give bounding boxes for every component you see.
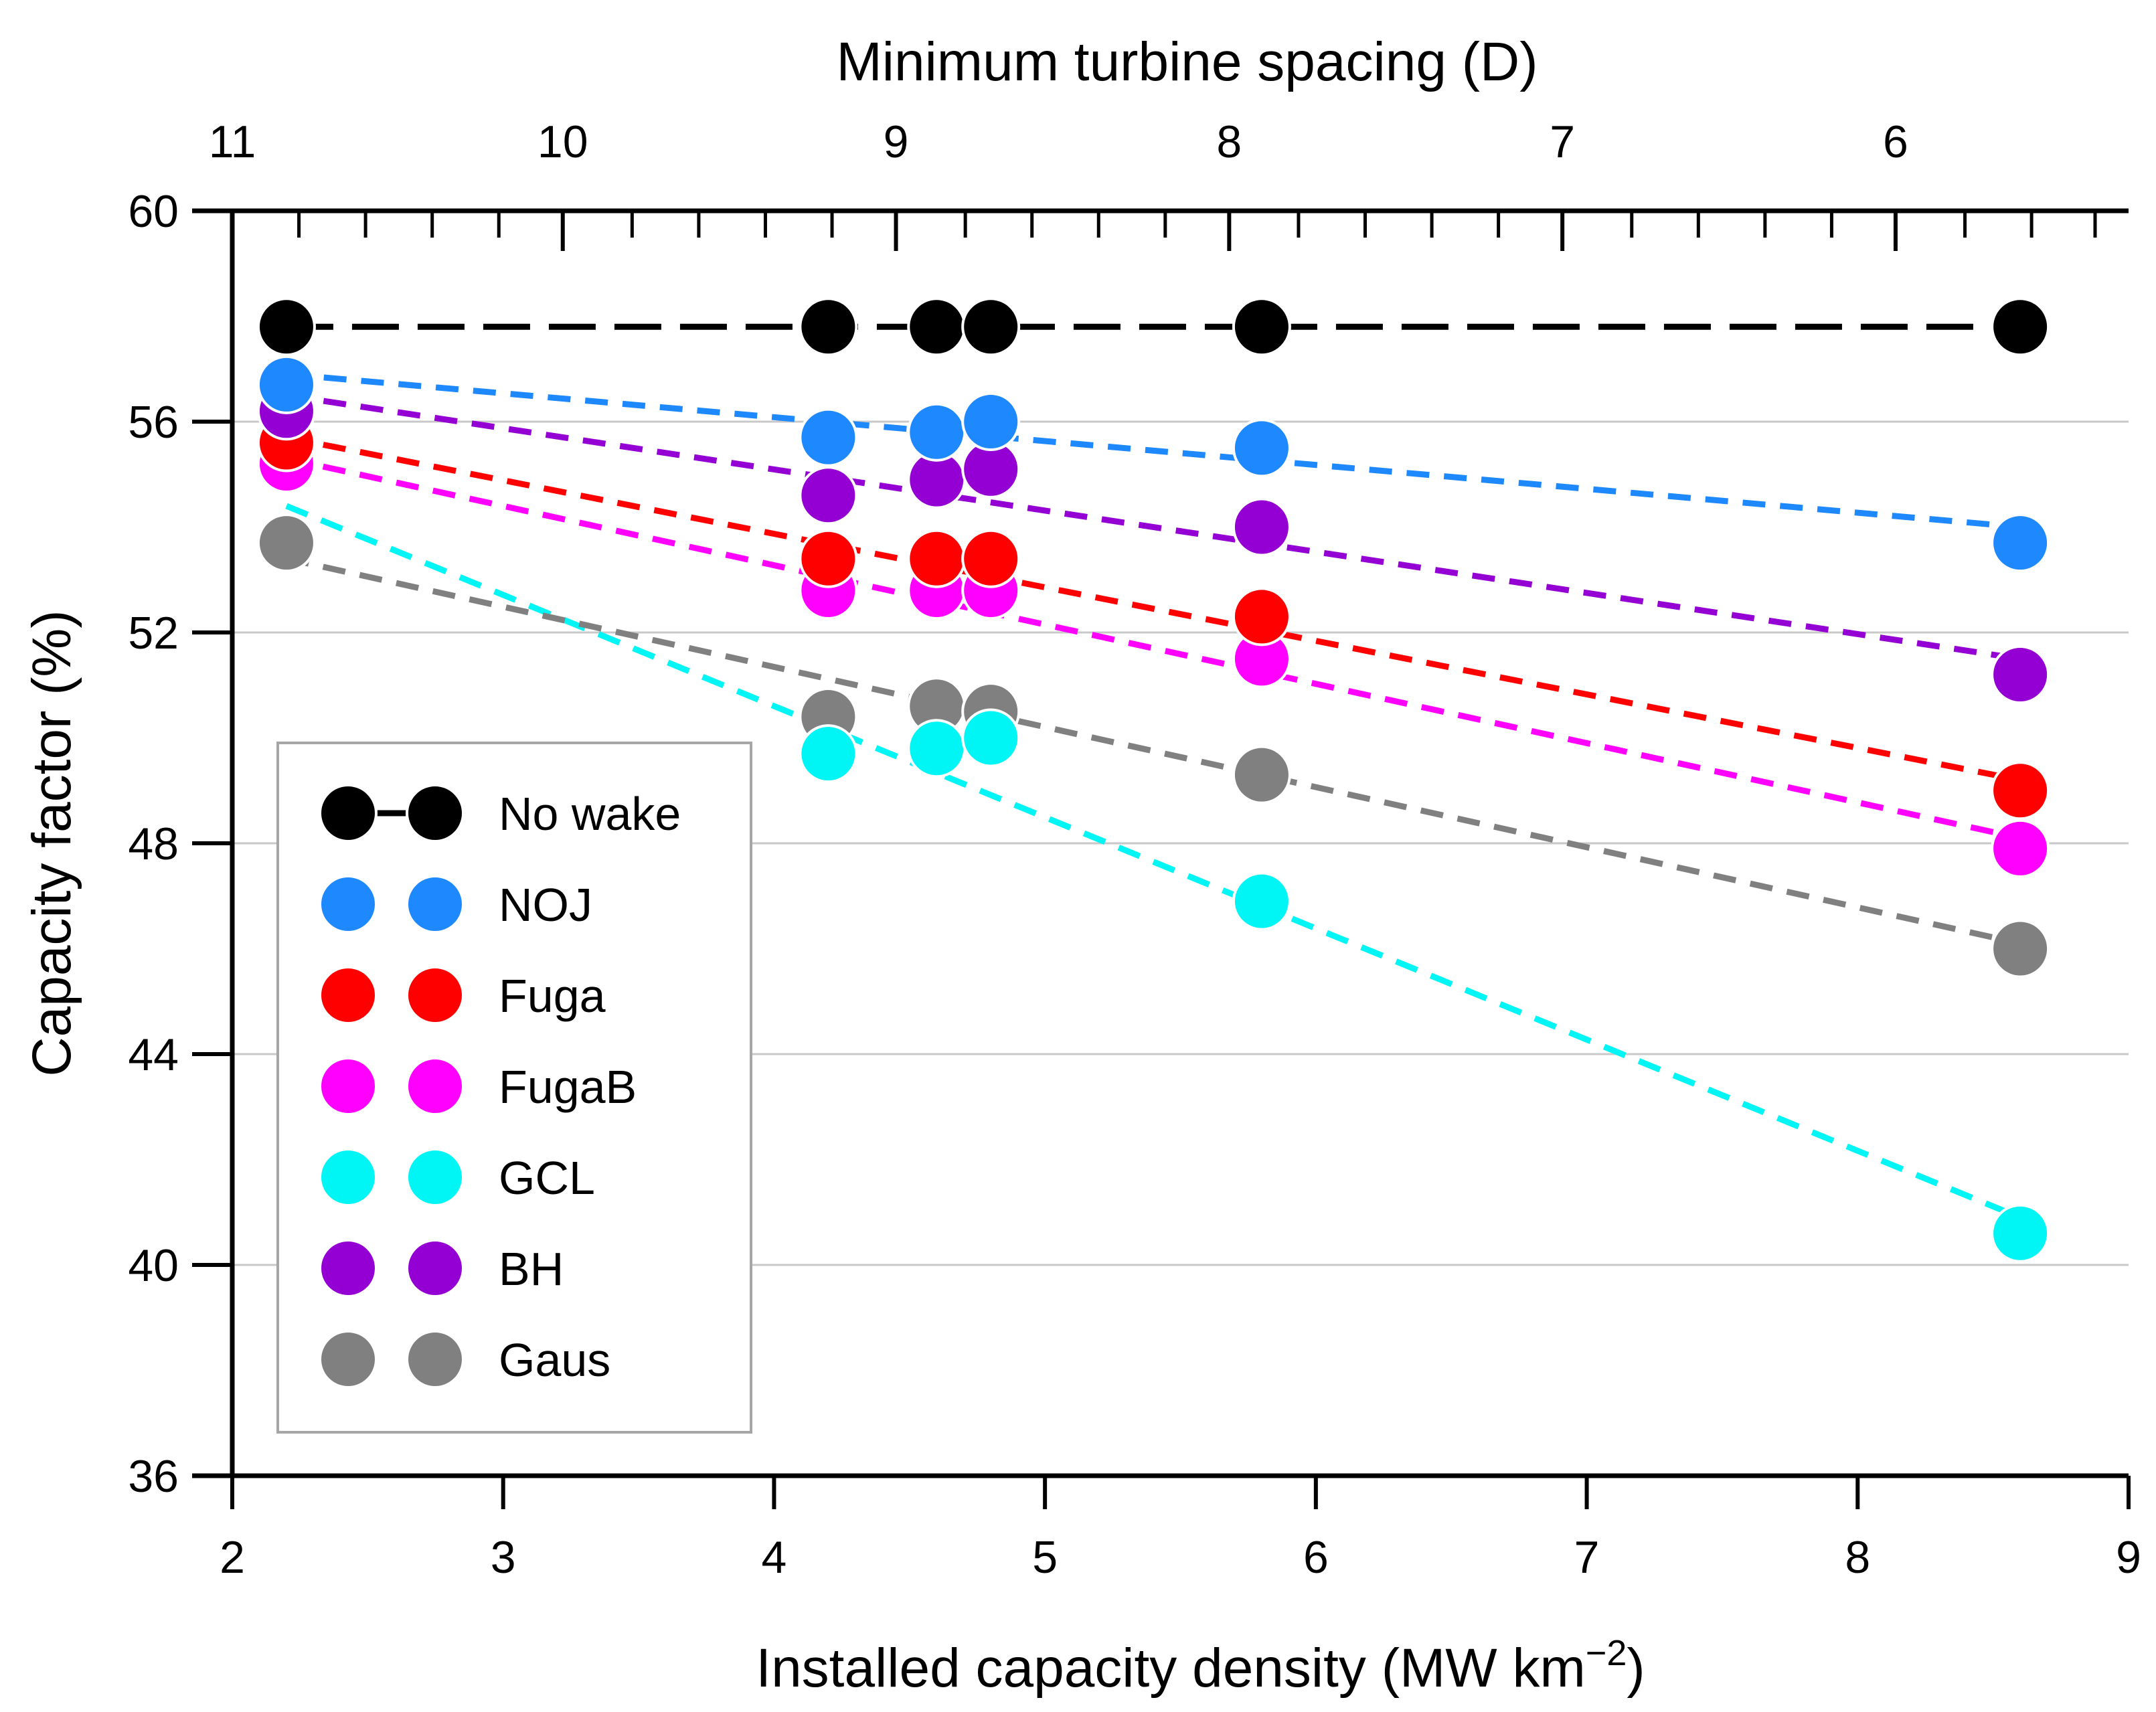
x-tick-label: 2 [220,1532,245,1583]
data-point-fuga-1 [799,529,858,588]
legend-marker-gcl [319,1148,378,1207]
y-tick-label: 56 [128,397,179,448]
legend-label-gcl: GCL [499,1152,595,1204]
x-tick-label: 7 [1574,1532,1600,1583]
y-axis-title: Capacity factor (%) [21,610,82,1076]
data-point-noj-0 [256,355,316,414]
legend-marker-no-wake [406,784,465,843]
data-point-fuga-2 [907,529,967,588]
top-tick-label: 7 [1550,116,1575,167]
data-point-no-wake-4 [1232,297,1291,357]
data-point-bh-1 [799,466,858,525]
data-point-noj-1 [799,408,858,467]
data-point-bh-5 [1991,645,2050,704]
legend-label-fuga: Fuga [499,970,606,1022]
top-tick-label: 9 [884,116,909,167]
legend-marker-gaus [406,1330,465,1389]
legend-marker-fuga [406,966,465,1025]
data-point-no-wake-3 [961,297,1021,357]
legend-marker-bh [406,1239,465,1298]
legend-marker-fuga [319,966,378,1025]
data-point-gcl-4 [1232,871,1291,931]
data-point-bh-4 [1232,497,1291,557]
data-point-no-wake-5 [1991,297,2050,357]
x-tick-label: 4 [762,1532,787,1583]
data-point-gcl-3 [961,708,1021,768]
data-point-no-wake-2 [907,297,967,357]
top-axis-title: Minimum turbine spacing (D) [836,31,1538,92]
trend-line-fuga [286,434,2021,783]
x-axis-title-main: Installed capacity density (MW km [756,1638,1586,1699]
top-tick-label: 11 [209,116,256,167]
x-axis-title-end: ) [1627,1638,1645,1699]
data-point-gaus-5 [1991,919,2050,978]
y-tick-label: 44 [128,1029,179,1080]
legend-label-noj: NOJ [499,879,592,931]
data-points [256,297,2050,1263]
x-tick-label: 6 [1303,1532,1329,1583]
legend-marker-noj [406,875,465,934]
y-tick-label: 60 [128,186,179,237]
top-tick-label: 8 [1216,116,1242,167]
x-axis-title-superscript: −2 [1586,1633,1627,1673]
legend-label-fugab: FugaB [499,1061,637,1113]
data-point-gcl-2 [907,719,967,778]
data-point-noj-3 [961,392,1021,451]
y-tick-label: 48 [128,819,179,869]
data-point-fuga-3 [961,529,1021,588]
data-point-fuga-5 [1991,761,2050,821]
legend-label-bh: BH [499,1243,564,1295]
x-tick-label: 9 [2116,1532,2141,1583]
data-point-fuga-4 [1232,587,1291,647]
y-tick-label: 52 [128,608,179,659]
data-point-noj-2 [907,402,967,462]
top-tick-label: 6 [1883,116,1908,167]
x-tick-label: 8 [1845,1532,1870,1583]
legend-marker-fugab [319,1057,378,1116]
legend-marker-bh [319,1239,378,1298]
legend-marker-no-wake [319,784,378,843]
trend-line-fugab [285,455,2021,841]
trend-line-noj [286,371,2021,530]
legend-label-gaus: Gaus [499,1334,610,1386]
data-point-gcl-5 [1991,1203,2050,1263]
data-point-gaus-0 [256,513,316,573]
trend-line-gaus [285,555,2021,947]
y-tick-label: 40 [128,1240,179,1291]
trend-lines [285,323,2021,1221]
data-point-gaus-4 [1232,745,1291,804]
legend-marker-gcl [406,1148,465,1207]
data-point-no-wake-0 [256,297,316,357]
data-point-no-wake-1 [799,297,858,357]
y-tick-label: 36 [128,1451,179,1502]
top-tick-label: 10 [537,116,588,167]
legend-marker-noj [319,875,378,934]
trend-line-gcl [285,503,2021,1221]
data-point-noj-4 [1232,418,1291,478]
legend-marker-gaus [319,1330,378,1389]
data-point-fugab-5 [1991,819,2050,878]
legend-marker-fugab [406,1057,465,1116]
x-tick-label: 5 [1032,1532,1058,1583]
trend-line-bh [286,392,2021,662]
x-tick-label: 3 [491,1532,516,1583]
x-axis-title: Installed capacity density (MW km−2) [756,1633,1645,1699]
data-point-gcl-1 [799,724,858,784]
data-point-noj-5 [1991,513,2050,573]
legend-label-no-wake: No wake [499,788,681,840]
legend: No wake NOJ Fuga FugaB GCL BH Gaus [276,742,752,1434]
